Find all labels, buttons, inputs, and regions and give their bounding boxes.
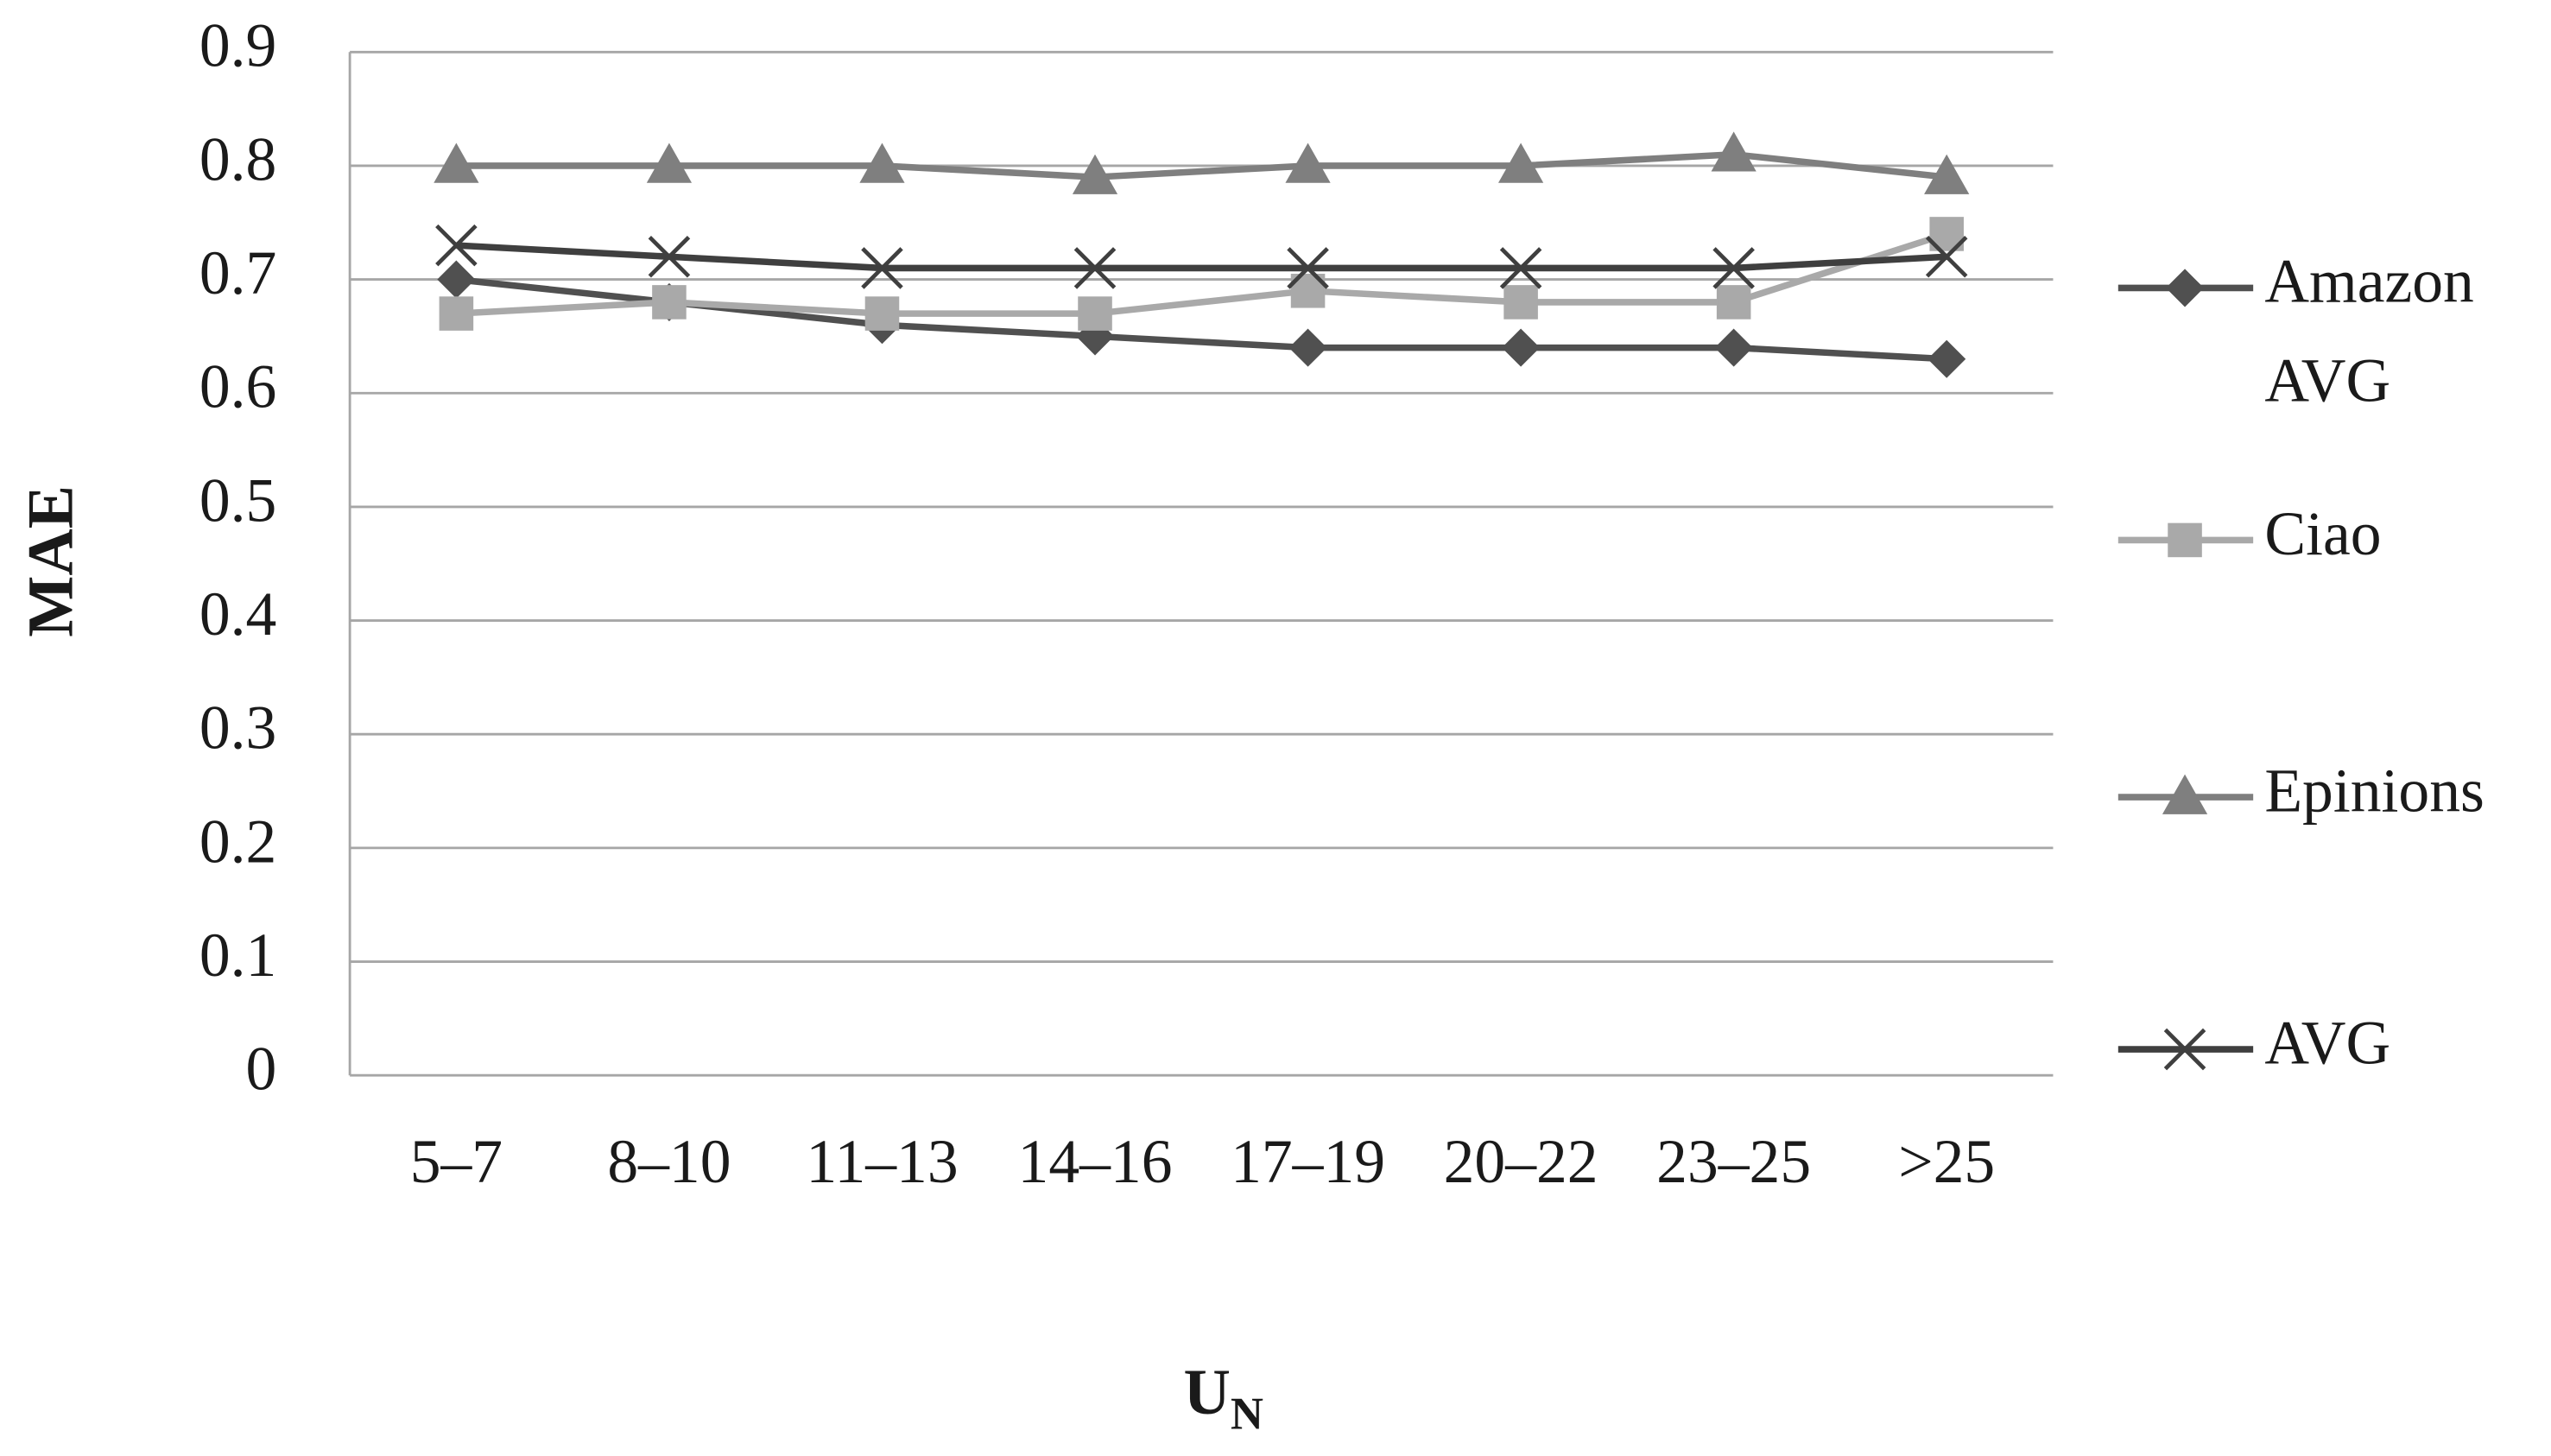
data-point (652, 285, 687, 320)
data-point (1497, 142, 1544, 183)
y-tick-label: 0.3 (199, 694, 276, 763)
legend-label: AVG (2264, 1009, 2390, 1077)
legend-label: Epinions (2264, 756, 2485, 825)
data-point (439, 296, 474, 331)
y-tick-label: 0.9 (199, 12, 276, 80)
legend-marker (2165, 269, 2205, 307)
data-point (1716, 285, 1751, 320)
data-point (1072, 154, 1118, 194)
x-axis-label: UN (1183, 1357, 1263, 1439)
data-point (864, 296, 900, 331)
data-point (1712, 247, 1755, 289)
x-axis-label-subscript: N (1231, 1390, 1263, 1440)
y-tick-label: 0.6 (199, 353, 276, 421)
x-tick-label: 17–19 (1231, 1128, 1385, 1196)
data-point (1285, 142, 1331, 183)
y-tick-label: 0.8 (199, 125, 276, 193)
data-point (437, 260, 476, 299)
y-axis-label: MAE (15, 485, 86, 637)
data-point (859, 142, 905, 183)
x-tick-label: 11–13 (806, 1128, 958, 1196)
data-point (648, 235, 691, 278)
data-point (1288, 328, 1327, 367)
data-point (435, 224, 478, 267)
x-tick-label: 5–7 (410, 1128, 503, 1196)
legend-label-line: AVG (2264, 347, 2390, 415)
data-point (1924, 154, 1970, 194)
series-line (456, 150, 1947, 180)
x-tick-label: 8–10 (607, 1128, 731, 1196)
legend-marker (2168, 522, 2202, 558)
legend-marker (2163, 1028, 2206, 1071)
series-line (456, 242, 1947, 272)
y-tick-label: 0.1 (199, 921, 276, 990)
data-point (1073, 247, 1117, 289)
y-tick-label: 0.5 (199, 466, 276, 535)
x-axis-label-main: U (1183, 1357, 1230, 1428)
series-line (456, 231, 1948, 317)
data-point (1711, 131, 1757, 172)
y-tick-label: 0.2 (199, 807, 276, 876)
data-point (1925, 235, 1968, 278)
y-tick-label: 0 (246, 1035, 277, 1104)
data-point (1503, 285, 1538, 320)
data-point (434, 142, 479, 183)
x-tick-label: >25 (1898, 1128, 1995, 1196)
x-tick-label: 20–22 (1444, 1128, 1598, 1196)
data-point (1499, 247, 1542, 289)
legend-label: Amazon AVG (2264, 248, 2474, 415)
data-point (1927, 339, 1966, 378)
data-point (646, 142, 693, 183)
data-point (1287, 247, 1329, 289)
data-point (1078, 296, 1112, 331)
legend-label-line: Amazon (2264, 248, 2474, 316)
x-tick-label: 23–25 (1656, 1128, 1811, 1196)
data-point (1502, 328, 1541, 367)
data-point (1714, 328, 1753, 367)
data-point (861, 247, 903, 289)
y-tick-label: 0.7 (199, 239, 276, 307)
legend-label: Ciao (2264, 500, 2381, 568)
x-tick-label: 14–16 (1018, 1128, 1173, 1196)
legend-marker (2162, 774, 2208, 814)
y-tick-label: 0.4 (199, 580, 276, 649)
